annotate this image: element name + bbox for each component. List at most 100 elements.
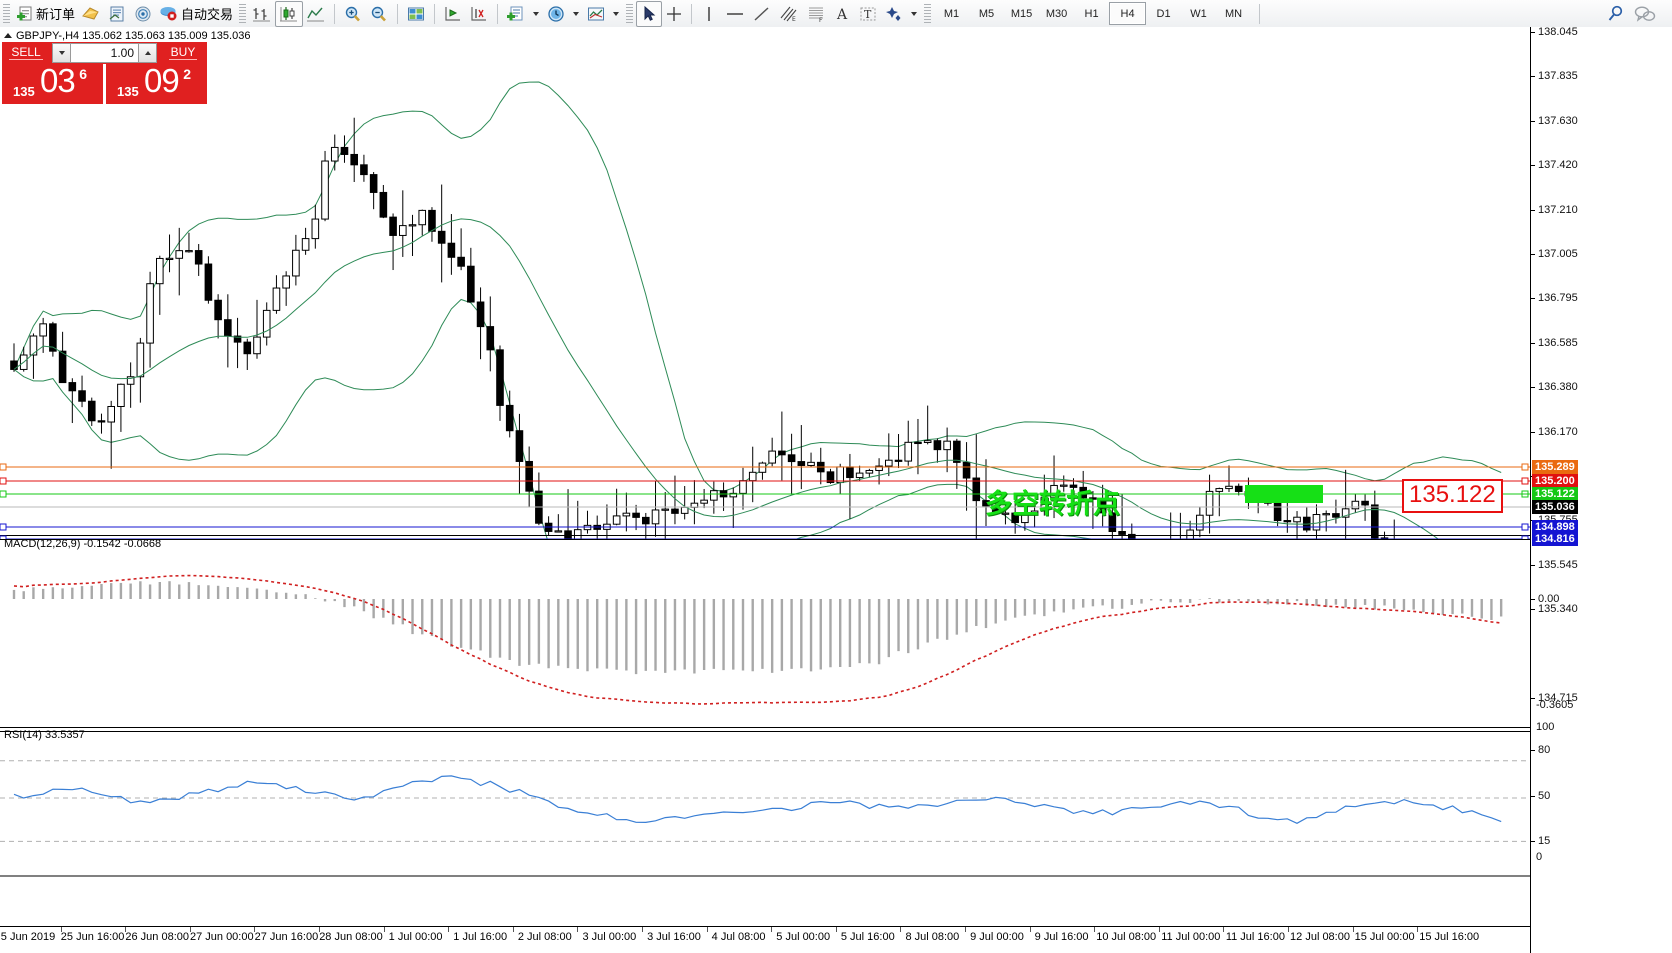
buy-button[interactable]: BUY: [159, 42, 207, 64]
candle-body: [1332, 513, 1340, 518]
price-level-label[interactable]: 135.200: [1532, 474, 1578, 488]
collapse-triangle-icon[interactable]: [4, 33, 12, 38]
help-button[interactable]: [1630, 2, 1660, 26]
timeframe-label: M30: [1045, 7, 1068, 20]
indicator-axis-tick-label: 80: [1538, 744, 1551, 756]
price-pane[interactable]: [0, 27, 1530, 539]
bar-chart-button[interactable]: [249, 2, 275, 26]
candle-body: [272, 287, 281, 311]
time-axis-tick-mark: [254, 927, 256, 932]
time-axis-tick-label: 9 Jul 16:00: [1034, 931, 1089, 943]
chart-plot-area[interactable]: MACD(12,26,9) -0.1542 -0.0668 RSI(14) 33…: [0, 27, 1530, 953]
crosshair-button[interactable]: [662, 2, 686, 26]
indicator-list-button[interactable]: [583, 2, 609, 26]
price-level-label[interactable]: 135.036: [1532, 500, 1578, 514]
candle-body: [1380, 537, 1389, 539]
price-level-label[interactable]: 134.898: [1532, 520, 1578, 534]
candle-body: [505, 404, 514, 432]
candle-body: [146, 283, 154, 344]
toolbar-grip[interactable]: [3, 3, 10, 24]
time-axis-tick-mark: [771, 927, 773, 932]
candle-body: [904, 441, 913, 462]
shapes-dropdown-caret[interactable]: [911, 11, 918, 16]
vline-button[interactable]: [697, 2, 721, 26]
templates-dropdown-caret[interactable]: [533, 11, 540, 16]
new-order-button[interactable]: 新订单: [13, 2, 78, 26]
time-axis-tick-mark: [1029, 927, 1031, 932]
cursor-button[interactable]: [636, 0, 663, 27]
timeframe-d1-button[interactable]: D1: [1146, 3, 1181, 24]
periodicity-dropdown-caret[interactable]: [573, 11, 580, 16]
tick-dash: [1531, 76, 1535, 77]
svg-text:E: E: [792, 16, 796, 23]
time-axis-tick-mark: [1288, 927, 1289, 932]
tick-dash: [1531, 565, 1535, 566]
equidistant-channel-icon: E: [780, 6, 797, 23]
autotrading-button[interactable]: 自动交易: [156, 2, 236, 26]
candle-body: [1371, 504, 1379, 539]
fibonacci-button[interactable]: F: [803, 2, 831, 26]
candle-body: [1186, 529, 1194, 539]
price-axis[interactable]: 138.045 137.835 137.630 137.420 137.210 137.0…: [1530, 26, 1672, 953]
equidistant-channel-button[interactable]: E: [775, 2, 803, 26]
timeframe-m30-button[interactable]: M30: [1039, 3, 1074, 24]
price-axis-tick-label: 137.005: [1538, 248, 1578, 260]
one-click-trading-panel[interactable]: SELL 1.00 BUY 135 03 6 135: [2, 42, 207, 104]
zoom-out-button[interactable]: [366, 2, 392, 26]
sell-price-fraction: 6: [79, 66, 87, 82]
toolbar-grip-2[interactable]: [239, 3, 247, 24]
candlestick-chart-button[interactable]: [275, 0, 304, 27]
price-level-label[interactable]: 135.289: [1532, 460, 1578, 474]
timeframe-h1-button[interactable]: H1: [1074, 3, 1109, 24]
zoom-out-icon: [371, 6, 386, 21]
chart-window[interactable]: MACD(12,26,9) -0.1542 -0.0668 RSI(14) 33…: [0, 26, 1672, 953]
zoom-in-button[interactable]: [340, 2, 366, 26]
candle-body: [622, 512, 631, 517]
macd-pane[interactable]: [0, 539, 1530, 727]
rsi-pane[interactable]: [0, 730, 1530, 926]
timeframe-m1-button[interactable]: M1: [934, 3, 969, 24]
timeframe-h4-button[interactable]: H4: [1109, 2, 1147, 25]
volume-stepper[interactable]: 1.00: [50, 42, 159, 64]
tick-dash: [1531, 750, 1535, 751]
sell-price-display[interactable]: 135 03 6: [2, 64, 103, 104]
volume-decrease-button[interactable]: [52, 43, 71, 63]
trendline-button[interactable]: [749, 2, 775, 26]
chart-annotation-text[interactable]: 多空转折点: [985, 489, 1120, 520]
volume-increase-button[interactable]: [138, 43, 157, 63]
candle-body: [612, 515, 621, 525]
templates-button[interactable]: [503, 2, 529, 26]
timeframe-m5-button[interactable]: M5: [969, 3, 1004, 24]
timeframe-mn-button[interactable]: MN: [1216, 3, 1251, 24]
tick-dash: [1531, 432, 1535, 433]
indicator-axis-tick-label: 100: [1536, 721, 1555, 733]
toolbar-grip-4[interactable]: [924, 3, 932, 24]
data-window-grid-button[interactable]: [403, 2, 429, 26]
candle-body: [875, 465, 883, 471]
sell-button[interactable]: SELL: [2, 42, 50, 64]
indicator-list-dropdown-caret[interactable]: [613, 11, 620, 16]
chart-shift-button[interactable]: [440, 2, 466, 26]
hline-button[interactable]: [721, 2, 749, 26]
indicators-button[interactable]: [78, 2, 104, 26]
signals-button[interactable]: [130, 2, 156, 26]
volume-input[interactable]: 1.00: [71, 43, 138, 63]
auto-scroll-button[interactable]: [466, 2, 492, 26]
timeframe-w1-button[interactable]: W1: [1181, 3, 1216, 24]
price-level-box[interactable]: 135.122: [1402, 479, 1503, 513]
toolbar-grip-3[interactable]: [626, 3, 634, 24]
candle-body: [758, 462, 767, 473]
text-label-button[interactable]: T: [855, 2, 881, 26]
line-chart-button[interactable]: [303, 2, 329, 26]
periodicity-button[interactable]: [543, 2, 569, 26]
data-window-button[interactable]: [104, 2, 130, 26]
search-button[interactable]: [1602, 2, 1630, 26]
buy-price-display[interactable]: 135 09 2: [106, 64, 207, 104]
candle-body: [97, 420, 106, 423]
price-level-label[interactable]: 135.122: [1532, 487, 1578, 501]
timeframe-m15-button[interactable]: M15: [1004, 3, 1039, 24]
candle-body: [885, 459, 893, 467]
text-button[interactable]: A: [831, 2, 855, 26]
price-level-label[interactable]: 134.816: [1532, 532, 1578, 546]
shapes-button[interactable]: [881, 2, 907, 26]
